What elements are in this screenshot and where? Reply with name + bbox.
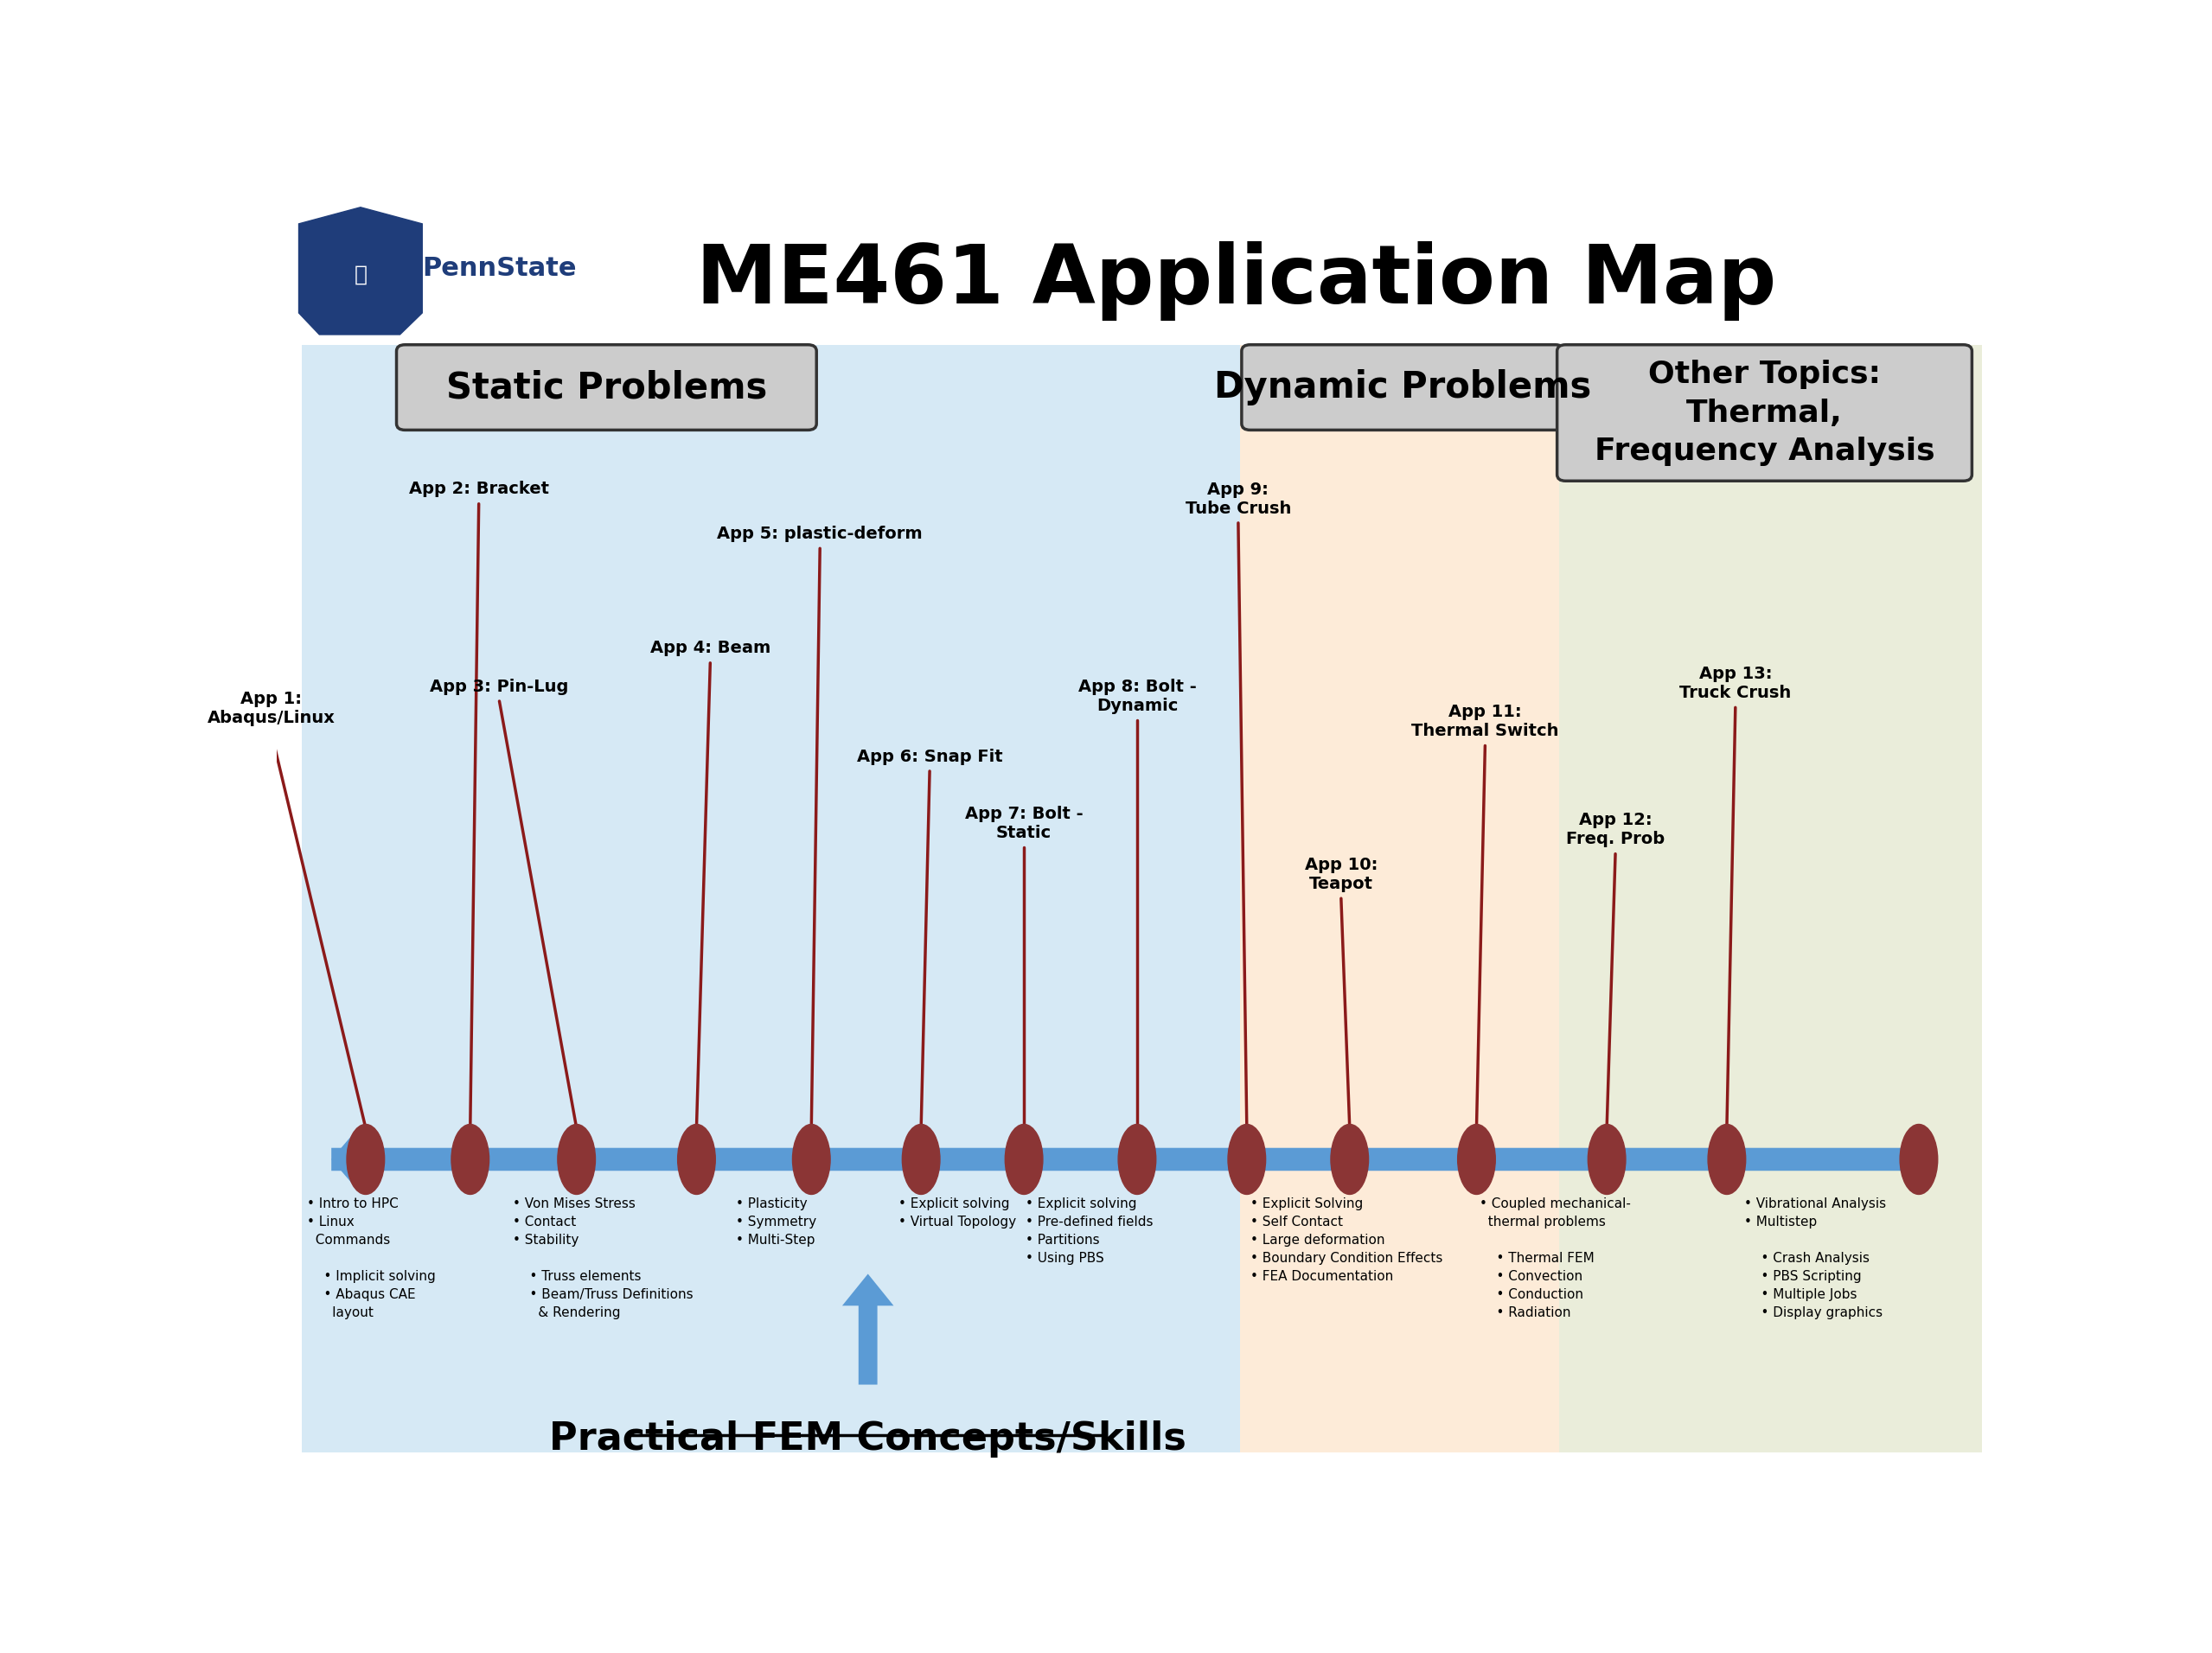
- Text: 🦁: 🦁: [354, 264, 367, 284]
- Text: • Explicit Solving
• Self Contact
• Large deformation
• Boundary Condition Effec: • Explicit Solving • Self Contact • Larg…: [1250, 1197, 1442, 1283]
- Text: App 3: Pin-Lug: App 3: Pin-Lug: [429, 678, 568, 694]
- Ellipse shape: [1119, 1124, 1157, 1195]
- Ellipse shape: [347, 1124, 385, 1195]
- Ellipse shape: [557, 1124, 595, 1195]
- Text: App 2: Bracket: App 2: Bracket: [409, 481, 549, 498]
- Text: App 6: Snap Fit: App 6: Snap Fit: [856, 749, 1002, 765]
- Text: App 10:
Teapot: App 10: Teapot: [1305, 856, 1378, 893]
- Text: App 13:
Truck Crush: App 13: Truck Crush: [1679, 666, 1792, 701]
- Text: App 8: Bolt -
Dynamic: App 8: Bolt - Dynamic: [1077, 678, 1197, 714]
- Ellipse shape: [1458, 1124, 1495, 1195]
- Text: • Intro to HPC
• Linux
  Commands

    • Implicit solving
    • Abaqus CAE
     : • Intro to HPC • Linux Commands • Implic…: [307, 1197, 436, 1319]
- Text: • Explicit solving
• Pre-defined fields
• Partitions
• Using PBS: • Explicit solving • Pre-defined fields …: [1026, 1197, 1152, 1265]
- Ellipse shape: [1588, 1124, 1626, 1195]
- Text: Static Problems: Static Problems: [447, 369, 768, 405]
- Ellipse shape: [451, 1124, 489, 1195]
- Ellipse shape: [792, 1124, 830, 1195]
- FancyArrow shape: [332, 1127, 365, 1192]
- Text: App 5: plastic-deform: App 5: plastic-deform: [717, 526, 922, 542]
- Text: PennState: PennState: [422, 256, 577, 281]
- Bar: [303, 345, 1241, 1451]
- Text: • Von Mises Stress
• Contact
• Stability

    • Truss elements
    • Beam/Truss : • Von Mises Stress • Contact • Stability…: [513, 1197, 695, 1319]
- FancyBboxPatch shape: [396, 345, 816, 430]
- Text: App 1:
Abaqus/Linux: App 1: Abaqus/Linux: [208, 691, 336, 727]
- Ellipse shape: [1332, 1124, 1369, 1195]
- Text: App 7: Bolt -
Static: App 7: Bolt - Static: [964, 805, 1084, 841]
- FancyArrow shape: [843, 1274, 894, 1385]
- Text: App 12:
Freq. Prob: App 12: Freq. Prob: [1566, 812, 1666, 848]
- Bar: [1559, 345, 1982, 1451]
- Text: Other Topics:
Thermal,
Frequency Analysis: Other Topics: Thermal, Frequency Analysi…: [1595, 359, 1936, 466]
- Polygon shape: [299, 207, 422, 334]
- Text: Dynamic Problems: Dynamic Problems: [1214, 369, 1590, 405]
- FancyBboxPatch shape: [1241, 345, 1564, 430]
- Text: ME461 Application Map: ME461 Application Map: [697, 241, 1776, 321]
- Ellipse shape: [1004, 1124, 1042, 1195]
- Ellipse shape: [1900, 1124, 1938, 1195]
- Ellipse shape: [1228, 1124, 1265, 1195]
- Text: App 4: Beam: App 4: Beam: [650, 640, 770, 656]
- Text: • Coupled mechanical-
  thermal problems

    • Thermal FEM
    • Convection
   : • Coupled mechanical- thermal problems •…: [1480, 1197, 1630, 1319]
- Ellipse shape: [677, 1124, 714, 1195]
- FancyArrow shape: [332, 1127, 1938, 1192]
- Text: Practical FEM Concepts/Skills: Practical FEM Concepts/Skills: [549, 1420, 1186, 1458]
- Text: App 9:
Tube Crush: App 9: Tube Crush: [1186, 481, 1292, 517]
- Text: App 11:
Thermal Switch: App 11: Thermal Switch: [1411, 704, 1559, 739]
- FancyBboxPatch shape: [1557, 345, 1971, 481]
- Text: • Explicit solving
• Virtual Topology: • Explicit solving • Virtual Topology: [898, 1197, 1018, 1228]
- Bar: [1241, 345, 1559, 1451]
- Ellipse shape: [1708, 1124, 1745, 1195]
- Ellipse shape: [902, 1124, 940, 1195]
- Text: • Plasticity
• Symmetry
• Multi-Step: • Plasticity • Symmetry • Multi-Step: [737, 1197, 816, 1246]
- Text: • Vibrational Analysis
• Multistep

    • Crash Analysis
    • PBS Scripting
   : • Vibrational Analysis • Multistep • Cra…: [1743, 1197, 1887, 1319]
